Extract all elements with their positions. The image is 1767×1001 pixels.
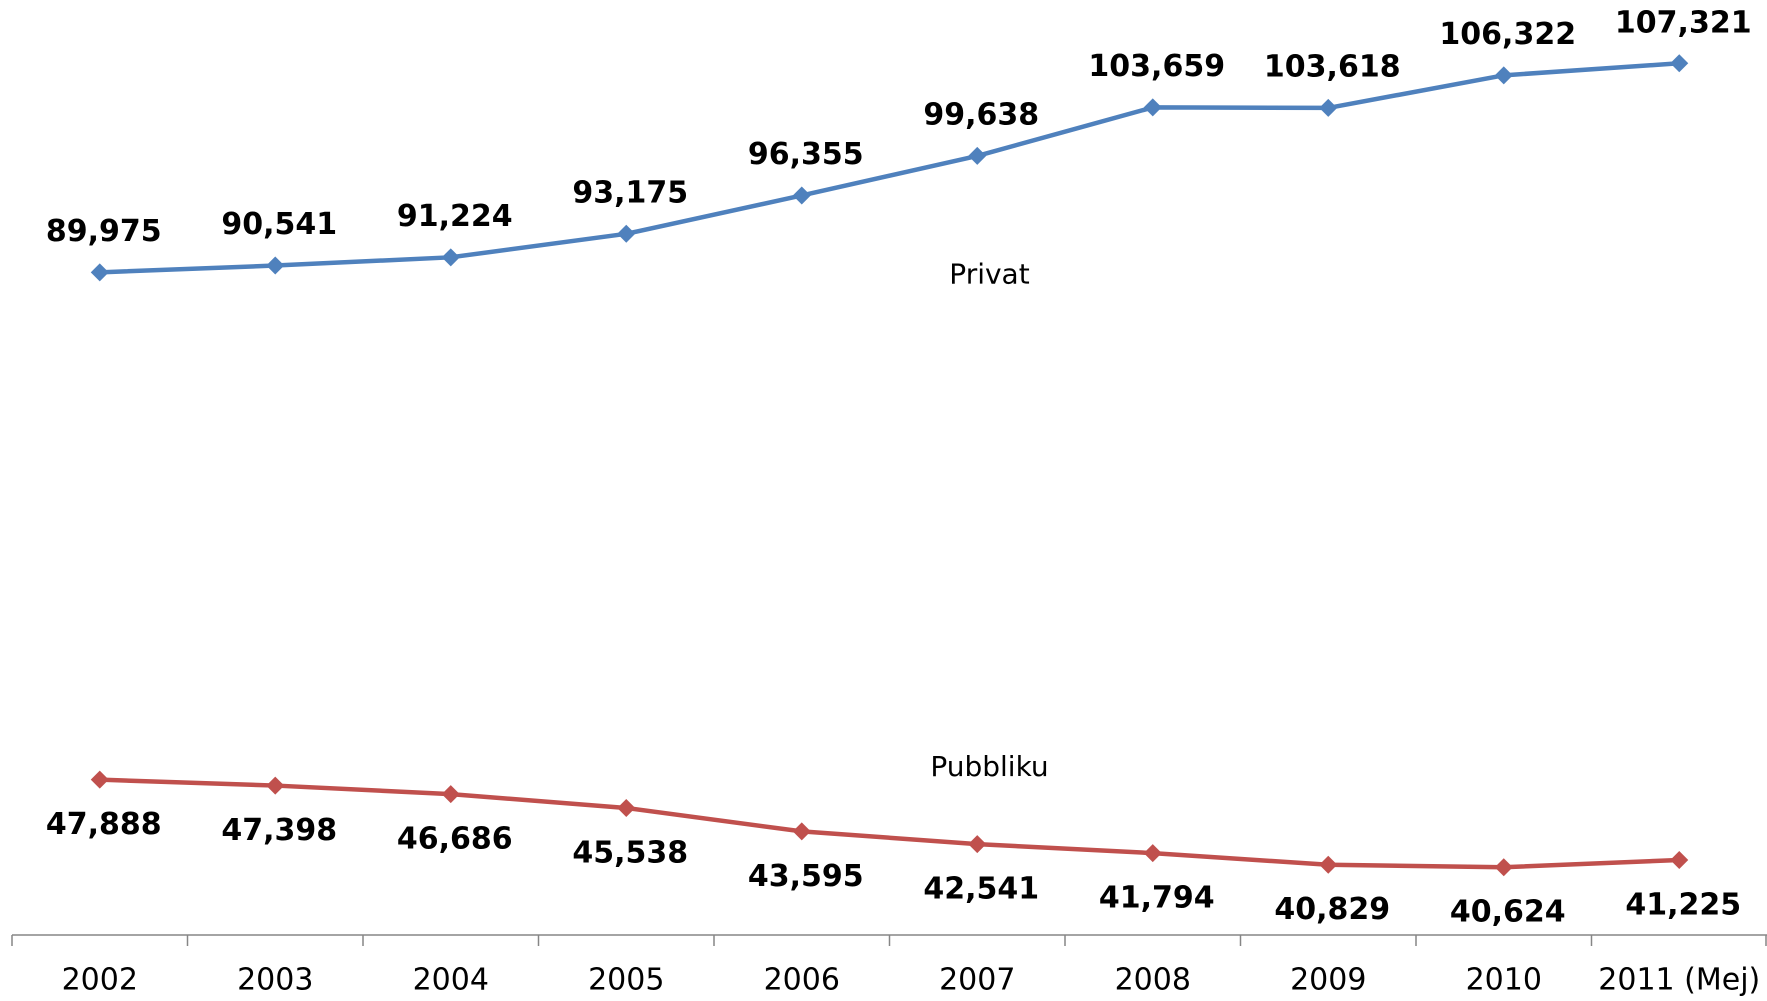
marker <box>968 146 987 165</box>
marker <box>441 785 460 804</box>
data-label: 40,829 <box>1274 892 1390 927</box>
series-label: Privat <box>949 258 1029 291</box>
marker <box>968 835 987 854</box>
marker <box>1143 98 1162 117</box>
marker <box>1670 54 1689 73</box>
data-label: 107,321 <box>1615 6 1752 41</box>
x-tick-label: 2008 <box>1115 963 1191 998</box>
data-label: 41,794 <box>1099 881 1215 916</box>
x-tick-label: 2002 <box>62 963 138 998</box>
data-label: 89,975 <box>46 214 162 249</box>
marker <box>441 248 460 267</box>
x-tick-label: 2011 (Mej) <box>1598 963 1760 998</box>
marker <box>1494 858 1513 877</box>
marker <box>266 776 285 795</box>
x-tick-label: 2007 <box>939 963 1015 998</box>
marker <box>617 798 636 817</box>
series-line <box>99 777 1680 870</box>
marker <box>792 822 811 841</box>
marker <box>1143 844 1162 863</box>
data-label: 90,541 <box>221 207 337 242</box>
data-label: 42,541 <box>923 872 1039 907</box>
data-label: 47,888 <box>46 807 162 842</box>
data-label: 41,225 <box>1625 887 1741 922</box>
series-label: Pubbliku <box>930 750 1048 783</box>
data-label: 45,538 <box>572 835 688 870</box>
marker <box>90 263 109 282</box>
data-label: 99,638 <box>923 97 1039 132</box>
series-line <box>99 61 1680 275</box>
marker <box>792 186 811 205</box>
data-label: 103,659 <box>1088 49 1225 84</box>
data-label: 96,355 <box>748 137 864 172</box>
data-label: 106,322 <box>1439 17 1576 52</box>
x-tick-label: 2006 <box>764 963 840 998</box>
data-label: 46,686 <box>397 822 513 857</box>
data-label: 91,224 <box>397 199 513 234</box>
x-tick-label: 2003 <box>237 963 313 998</box>
x-tick-label: 2009 <box>1290 963 1366 998</box>
marker <box>1494 66 1513 85</box>
marker <box>266 256 285 275</box>
marker <box>617 224 636 243</box>
data-label: 103,618 <box>1264 49 1401 84</box>
data-label: 93,175 <box>572 175 688 210</box>
data-label: 40,624 <box>1450 895 1566 930</box>
marker <box>1319 98 1338 117</box>
x-tick-label: 2005 <box>588 963 664 998</box>
marker <box>1319 855 1338 874</box>
x-tick-label: 2004 <box>413 963 489 998</box>
marker <box>1670 850 1689 869</box>
marker <box>90 770 109 789</box>
data-label: 43,595 <box>748 859 864 894</box>
data-label: 47,398 <box>221 813 337 848</box>
x-tick-label: 2010 <box>1466 963 1542 998</box>
